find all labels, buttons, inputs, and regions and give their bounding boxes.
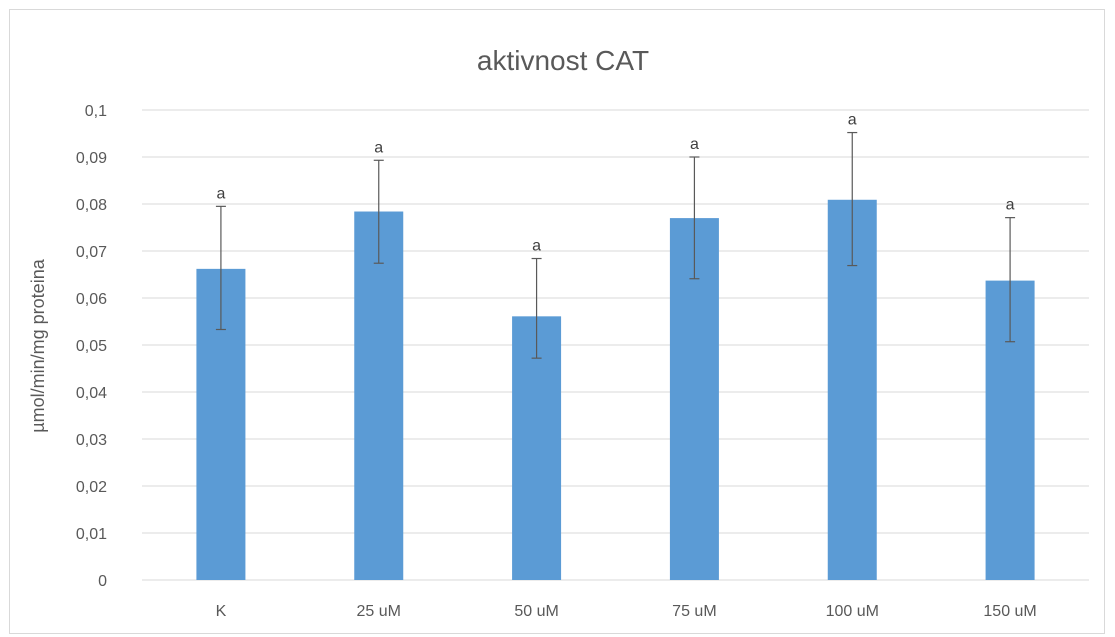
y-tick-label: 0,04 [76, 385, 107, 402]
y-tick-label: 0,01 [76, 526, 107, 543]
data-label: a [216, 185, 225, 202]
y-tick-label: 0,07 [76, 244, 107, 261]
y-tick-label: 0 [98, 573, 107, 590]
x-tick-labels: K 25 uM 50 uM 75 uM 100 uM 150 uM [216, 603, 1037, 620]
gridlines [142, 109, 1089, 581]
error-bars [215, 131, 1016, 359]
x-tick-label: K [216, 603, 227, 620]
y-tick-label: 0,1 [85, 103, 107, 120]
x-tick-label: 150 uM [983, 603, 1036, 620]
data-label: a [690, 136, 699, 153]
bars [196, 199, 1035, 580]
y-axis-label: µmol/min/mg proteina [28, 258, 48, 432]
y-tick-label: 0,05 [76, 338, 107, 355]
y-tick-label: 0,06 [76, 291, 107, 308]
y-tick-label: 0,08 [76, 197, 107, 214]
y-tick-label: 0,02 [76, 479, 107, 496]
y-tick-label: 0,09 [76, 150, 107, 167]
x-tick-label: 100 uM [826, 603, 879, 620]
data-labels: a a a a a a [216, 112, 1014, 255]
y-tick-labels: 0 0,01 0,02 0,03 0,04 0,05 0,06 0,07 0,08 0,09 0,1 [76, 103, 107, 590]
data-label: a [374, 139, 383, 156]
y-tick-label: 0,03 [76, 432, 107, 449]
bar [512, 316, 562, 580]
chart-title: aktivnost CAT [477, 45, 649, 76]
x-tick-label: 50 uM [514, 603, 558, 620]
data-label: a [1006, 197, 1015, 214]
x-tick-label: 25 uM [357, 603, 401, 620]
data-label: a [848, 112, 857, 129]
bar [354, 211, 404, 580]
x-tick-label: 75 uM [672, 603, 716, 620]
data-label: a [532, 238, 541, 255]
